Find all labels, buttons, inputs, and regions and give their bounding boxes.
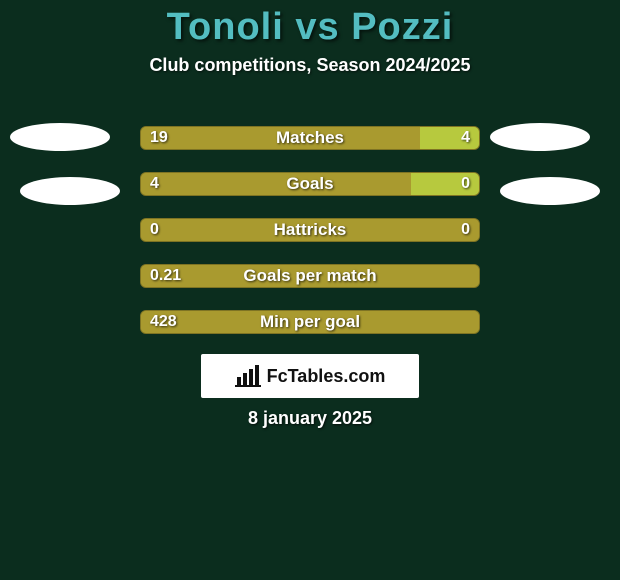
page-title: Tonoli vs Pozzi [0, 0, 620, 49]
snapshot-date: 8 january 2025 [0, 408, 620, 429]
stat-label: Goals [140, 172, 480, 196]
stat-row: 0.21 Goals per match [0, 260, 620, 306]
bar-chart-icon [235, 365, 261, 387]
stat-row: 428 Min per goal [0, 306, 620, 352]
stat-value-right: 0 [461, 172, 470, 196]
player-right-name: Pozzi [351, 6, 453, 48]
stat-label: Hattricks [140, 218, 480, 242]
source-badge: FcTables.com [201, 354, 419, 398]
page-subtitle: Club competitions, Season 2024/2025 [0, 55, 620, 76]
stat-value-right: 0 [461, 218, 470, 242]
player-left-name: Tonoli [167, 6, 284, 48]
crest-placeholder [500, 177, 600, 205]
crest-placeholder [10, 123, 110, 151]
crest-placeholder [20, 177, 120, 205]
comparison-canvas: Tonoli vs Pozzi Club competitions, Seaso… [0, 0, 620, 580]
crest-placeholder [490, 123, 590, 151]
stat-label: Matches [140, 126, 480, 150]
stats-rows: 19 Matches 4 4 Goals 0 0 Hattricks 0 [0, 122, 620, 352]
stat-row: 0 Hattricks 0 [0, 214, 620, 260]
stat-label: Goals per match [140, 264, 480, 288]
source-badge-text: FcTables.com [267, 366, 386, 387]
stat-label: Min per goal [140, 310, 480, 334]
stat-value-right: 4 [461, 126, 470, 150]
title-vs: vs [284, 6, 351, 48]
